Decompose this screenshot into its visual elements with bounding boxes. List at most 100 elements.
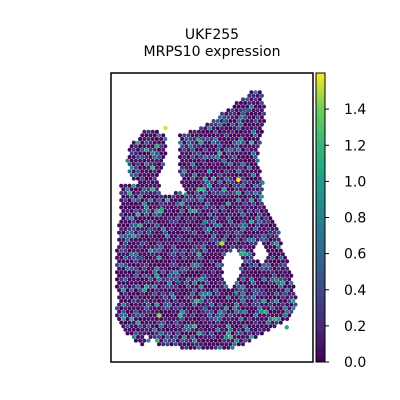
spot <box>247 101 252 105</box>
spot <box>194 227 199 231</box>
spot <box>199 277 203 282</box>
spot <box>140 191 145 195</box>
spot <box>215 313 220 318</box>
spot <box>270 263 275 267</box>
spot <box>220 169 224 174</box>
spot <box>228 306 233 311</box>
spot <box>127 277 132 282</box>
spot <box>171 295 176 300</box>
spot <box>257 270 262 275</box>
spot <box>129 295 134 300</box>
spot <box>152 140 157 145</box>
spot <box>203 335 208 339</box>
spot <box>192 295 197 300</box>
spot <box>142 302 147 307</box>
spot <box>238 108 243 113</box>
spot <box>154 137 159 141</box>
spot <box>136 313 140 318</box>
spot <box>150 273 155 278</box>
spot <box>243 252 248 257</box>
spot <box>192 194 197 199</box>
spot <box>182 205 187 210</box>
spot <box>291 291 296 296</box>
spot <box>207 335 212 339</box>
spot <box>201 180 206 185</box>
spot <box>131 277 136 282</box>
spot <box>142 216 147 221</box>
spot <box>131 234 136 239</box>
spot <box>213 201 218 206</box>
spot <box>213 216 218 221</box>
spot <box>192 187 197 192</box>
spot <box>157 284 161 289</box>
spot <box>157 277 161 282</box>
spot <box>280 273 285 278</box>
spot <box>274 255 279 260</box>
spot <box>234 223 239 228</box>
spot <box>140 183 145 188</box>
spot <box>232 176 237 181</box>
spot <box>241 191 245 195</box>
spot <box>278 291 283 296</box>
spot <box>173 255 178 260</box>
spot <box>207 263 212 267</box>
spot <box>213 223 218 228</box>
spot <box>245 212 250 217</box>
spot <box>184 295 189 300</box>
spot <box>178 227 182 231</box>
spot <box>144 183 149 188</box>
spot <box>203 277 208 282</box>
spot <box>140 147 145 152</box>
spot <box>203 270 208 275</box>
spot <box>123 291 128 296</box>
spot <box>226 295 231 300</box>
spot <box>121 252 126 257</box>
spot <box>230 331 235 336</box>
spot <box>201 266 206 271</box>
spot <box>228 205 233 210</box>
spot <box>283 255 287 260</box>
spot <box>245 255 250 260</box>
spot <box>190 248 195 253</box>
spot <box>220 219 224 224</box>
spot <box>190 147 195 152</box>
spot <box>138 165 143 170</box>
spot <box>196 266 201 271</box>
spot <box>249 234 254 239</box>
spot <box>213 129 218 134</box>
spot <box>238 317 243 321</box>
spot <box>215 212 220 217</box>
spot <box>144 284 149 289</box>
spot <box>266 241 271 246</box>
spot <box>180 137 185 141</box>
spot <box>272 273 277 278</box>
spot <box>180 295 185 300</box>
spot <box>131 191 136 195</box>
spot <box>209 122 214 127</box>
spot <box>203 299 208 303</box>
spot <box>163 201 168 206</box>
spot <box>127 155 132 159</box>
spot <box>230 151 235 156</box>
spot <box>136 155 140 159</box>
spot <box>247 165 252 170</box>
spot <box>192 230 197 235</box>
spot <box>152 270 157 275</box>
spot <box>251 158 256 163</box>
spot <box>249 169 254 174</box>
spot <box>127 169 132 174</box>
spot <box>205 230 210 235</box>
spot <box>129 151 134 156</box>
spot <box>140 263 145 267</box>
spot <box>207 133 212 138</box>
spot <box>154 295 159 300</box>
spot <box>207 140 212 145</box>
spot <box>142 309 147 314</box>
spot <box>226 302 231 307</box>
spot <box>249 198 254 203</box>
spot <box>247 281 252 285</box>
spot <box>262 327 266 332</box>
spot <box>209 331 214 336</box>
spot <box>133 273 138 278</box>
spot <box>278 248 283 253</box>
